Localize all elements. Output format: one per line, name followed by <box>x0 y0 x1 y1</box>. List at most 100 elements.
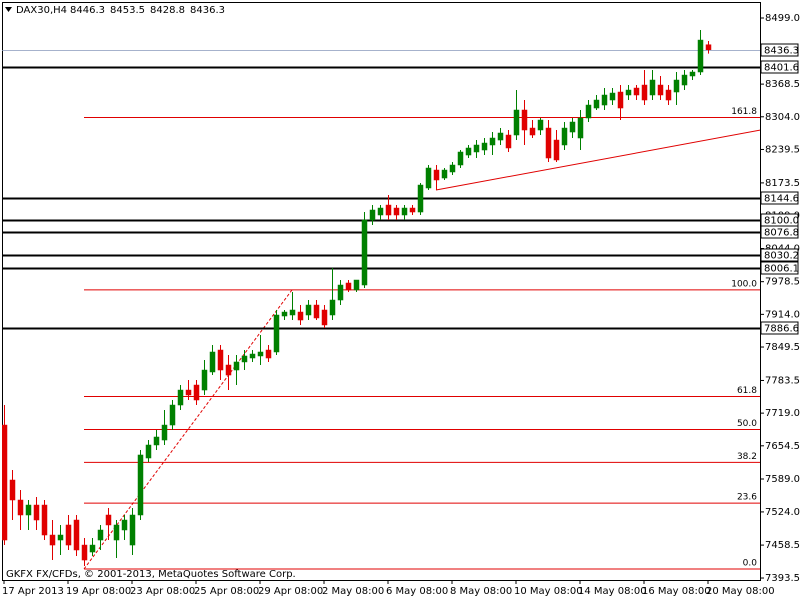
y-tick-label: 7978.5 <box>765 277 800 288</box>
candle-body <box>273 314 280 353</box>
candle-body <box>41 504 48 536</box>
candle-body <box>97 529 104 541</box>
fib-level-label: 0.0 <box>743 559 758 569</box>
candle-body <box>281 311 288 317</box>
x-tick-label: 20 May 08:00 <box>706 586 775 597</box>
level-label: 8076.8 <box>764 228 799 239</box>
fib-level-label: 61.8 <box>737 386 757 396</box>
ohlc-close: 8436.3 <box>190 5 225 16</box>
candle-body <box>289 309 296 316</box>
candle-body <box>425 167 432 189</box>
candle-body <box>585 104 592 119</box>
copyright: GKFX FX/CFDs, © 2001-2013, MetaQuotes So… <box>6 569 296 580</box>
fib-level-label: 38.2 <box>737 452 757 462</box>
candle-body <box>161 424 168 441</box>
candle-body <box>521 109 528 131</box>
candle-body <box>377 207 384 216</box>
candle-body <box>649 79 656 96</box>
candle-body <box>65 524 72 546</box>
candle-body <box>441 169 448 179</box>
level-label: 7886.6 <box>764 324 799 335</box>
level-label: 8006.1 <box>764 264 799 275</box>
candle-body <box>697 39 704 73</box>
candle-body <box>153 436 160 446</box>
level-label: 8144.6 <box>764 194 799 205</box>
fib-level-label: 23.6 <box>737 493 757 503</box>
candle-body <box>513 109 520 136</box>
x-tick-label: 10 May 08:00 <box>514 586 583 597</box>
candle-body <box>361 219 368 286</box>
candle-body <box>617 91 624 109</box>
candle-body <box>665 89 672 101</box>
candle-body <box>417 184 424 213</box>
candles-layer <box>2 30 712 567</box>
x-tick-label: 2 May 08:00 <box>322 586 384 597</box>
candle-body <box>89 544 96 553</box>
candle-body <box>329 299 336 316</box>
ohlc-high: 8453.5 <box>110 5 145 16</box>
candle-body <box>25 504 32 516</box>
fib-level-label: 50.0 <box>737 419 757 429</box>
y-tick-label: 7458.5 <box>765 540 800 551</box>
level-label-box <box>760 248 799 262</box>
candle-body <box>17 499 24 516</box>
candle-body <box>81 544 88 561</box>
y-tick-label: 7393.5 <box>765 573 800 584</box>
candle-body <box>409 207 416 213</box>
y-tick-label: 8368.5 <box>765 79 800 90</box>
candle-body <box>401 207 408 216</box>
x-tick-label: 23 Apr 08:00 <box>130 586 195 597</box>
candle-body <box>433 169 440 181</box>
candle-body <box>305 304 312 316</box>
fib-baseline <box>83 289 293 570</box>
level-label: 8030.2 <box>764 251 799 262</box>
candle-body <box>201 369 208 391</box>
lines-layer: 0.0 23.6 38.2 50.0 61.8 100.0 161.8 <box>2 50 760 570</box>
candle-body <box>33 504 40 521</box>
x-tick-label: 8 May 08:00 <box>450 586 512 597</box>
candle-body <box>481 142 488 151</box>
candle-body <box>393 207 400 216</box>
candle-body <box>137 454 144 516</box>
candle-body <box>345 282 352 291</box>
level-label-box <box>760 43 799 57</box>
candle-body <box>449 164 456 173</box>
y-tick-label: 8304.0 <box>765 112 800 123</box>
candle-body <box>633 87 640 96</box>
candle-body <box>49 534 56 546</box>
y-tick-label: 8239.5 <box>765 144 800 155</box>
y-tick-label: 8173.5 <box>765 178 800 189</box>
y-tick-label: 7589.0 <box>765 474 800 485</box>
candle-body <box>489 137 496 146</box>
x-tick-label: 19 Apr 08:00 <box>66 586 131 597</box>
candle-body <box>313 304 320 319</box>
dropdown-arrow <box>5 7 12 12</box>
ohlc-low: 8428.8 <box>150 5 185 16</box>
candle-body <box>577 117 584 139</box>
level-label: 8436.3 <box>764 46 799 57</box>
candle-body <box>337 284 344 301</box>
level-label-box <box>760 191 799 205</box>
candle-body <box>369 209 376 221</box>
x-tick-label: 16 May 08:00 <box>642 586 711 597</box>
candle-body <box>121 519 128 531</box>
candle-body <box>265 349 272 359</box>
candle-body <box>641 84 648 101</box>
level-label: 8100.0 <box>764 216 799 227</box>
trendline <box>435 129 760 191</box>
candle-body <box>609 92 616 101</box>
candle-body <box>217 349 224 371</box>
candle-body <box>561 127 568 146</box>
candle-body <box>537 119 544 131</box>
candle-body <box>177 389 184 406</box>
level-label-box <box>760 60 799 74</box>
candle-body <box>2 424 8 541</box>
x-tick-label: 17 Apr 2013 <box>2 586 64 597</box>
candle-body <box>353 279 360 291</box>
candle-body <box>169 404 176 426</box>
plot-frame <box>2 2 761 581</box>
candle-body <box>193 384 200 401</box>
